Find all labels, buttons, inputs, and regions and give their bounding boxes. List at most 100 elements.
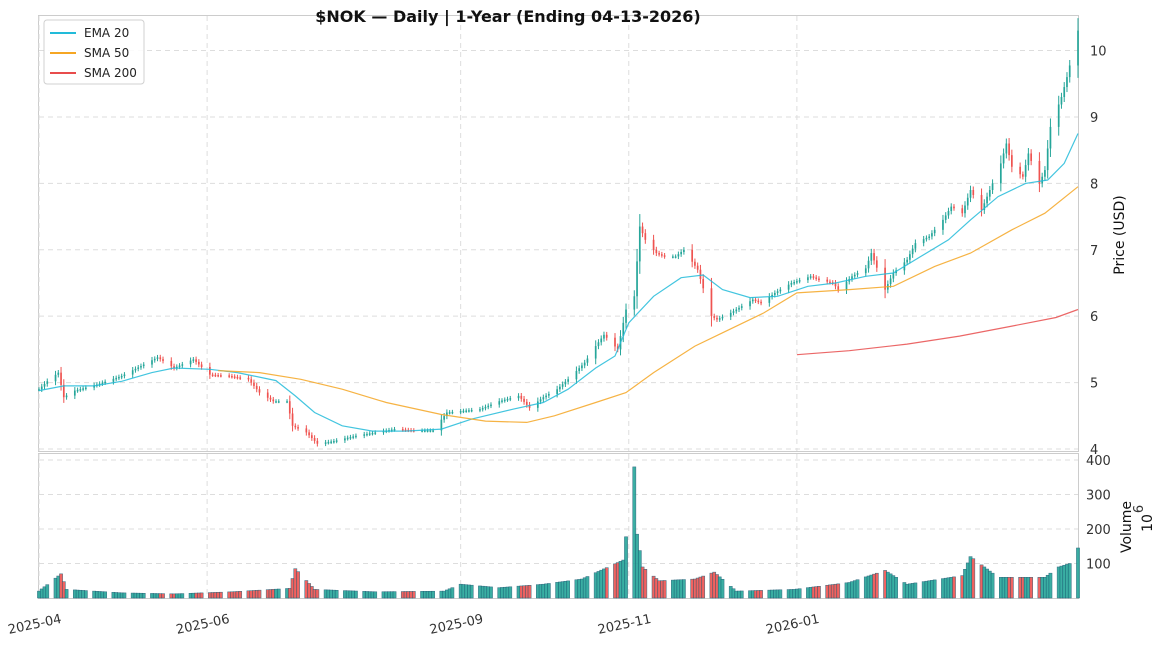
volume-bar: [334, 590, 339, 599]
price-tick-label: 10: [1090, 45, 1107, 60]
candle: [867, 260, 870, 269]
candle: [291, 413, 294, 426]
volume-bar: [238, 591, 243, 599]
candle: [680, 251, 682, 255]
volume-bar: [219, 591, 223, 599]
candle: [873, 253, 875, 261]
candle: [355, 435, 357, 438]
candle: [809, 276, 812, 278]
candle: [980, 194, 983, 210]
candle: [564, 381, 567, 385]
candle: [644, 233, 647, 240]
volume-axis-unit: 10: [1140, 514, 1156, 532]
volume-bar: [952, 576, 956, 599]
candle: [272, 399, 275, 402]
candle: [393, 429, 396, 431]
candle: [776, 291, 779, 293]
candle: [443, 416, 445, 420]
candle: [305, 428, 308, 433]
candle: [142, 364, 145, 367]
volume-axis-unit-exponent: 6: [1132, 505, 1147, 513]
candle: [335, 440, 338, 442]
candle: [625, 309, 627, 323]
candle: [542, 397, 545, 400]
volume-bar: [1029, 577, 1033, 599]
candle: [344, 438, 346, 441]
candle: [123, 374, 126, 377]
candle: [790, 282, 793, 285]
candle: [1046, 148, 1049, 171]
candle: [520, 395, 523, 399]
candle: [313, 438, 316, 441]
candle: [231, 375, 233, 378]
volume-bar: [932, 579, 937, 599]
candle: [517, 395, 520, 399]
volume-bar: [817, 586, 821, 599]
candle: [82, 388, 84, 390]
candle: [787, 284, 790, 290]
candle: [76, 389, 79, 392]
candle: [699, 269, 702, 279]
candle: [760, 301, 762, 304]
candle: [988, 190, 991, 197]
candle: [1057, 104, 1060, 127]
candle: [771, 294, 773, 297]
candle: [925, 237, 928, 240]
candle: [333, 441, 335, 443]
volume-panel: [38, 453, 1079, 599]
candle: [363, 434, 366, 436]
candle: [1024, 165, 1027, 177]
candle: [498, 401, 501, 405]
candle: [732, 311, 735, 313]
candle: [220, 375, 222, 377]
candle: [909, 254, 911, 260]
candle: [440, 419, 443, 431]
volume-tick-label: 400: [1086, 454, 1111, 469]
candle: [950, 206, 953, 212]
candle: [346, 437, 349, 440]
candle: [638, 226, 641, 262]
candle: [964, 205, 966, 214]
candle: [468, 410, 470, 412]
candle: [851, 276, 853, 279]
candle: [807, 277, 809, 281]
volume-bar: [141, 593, 146, 599]
candle: [793, 282, 795, 284]
candle: [84, 387, 87, 390]
candle: [633, 296, 636, 310]
candle: [151, 360, 153, 365]
candle: [506, 398, 509, 401]
volume-bar: [632, 466, 637, 599]
candle: [426, 430, 429, 432]
candle: [683, 249, 685, 252]
candle: [371, 432, 374, 435]
candle: [429, 430, 432, 432]
candle: [911, 248, 914, 255]
candle: [104, 381, 106, 384]
candle: [214, 374, 217, 377]
candle: [173, 366, 175, 368]
candle: [40, 386, 43, 390]
candle: [236, 376, 239, 379]
candle: [43, 383, 46, 387]
candle: [401, 429, 404, 431]
candle: [153, 358, 156, 361]
volume-bar: [1076, 547, 1080, 599]
candle: [118, 376, 120, 379]
candle: [658, 253, 660, 255]
candle: [944, 215, 947, 220]
candle: [131, 370, 134, 375]
volume-tick-label: 200: [1086, 523, 1111, 538]
candle: [663, 255, 666, 257]
candle: [536, 401, 539, 408]
candle: [798, 280, 801, 282]
volume-bar: [315, 589, 320, 599]
legend-box: [43, 19, 145, 85]
candle: [991, 183, 994, 190]
volume-bar: [489, 586, 493, 599]
candle: [490, 404, 492, 407]
volume-bar: [1010, 577, 1014, 599]
candle: [677, 254, 680, 257]
candle: [120, 375, 123, 378]
